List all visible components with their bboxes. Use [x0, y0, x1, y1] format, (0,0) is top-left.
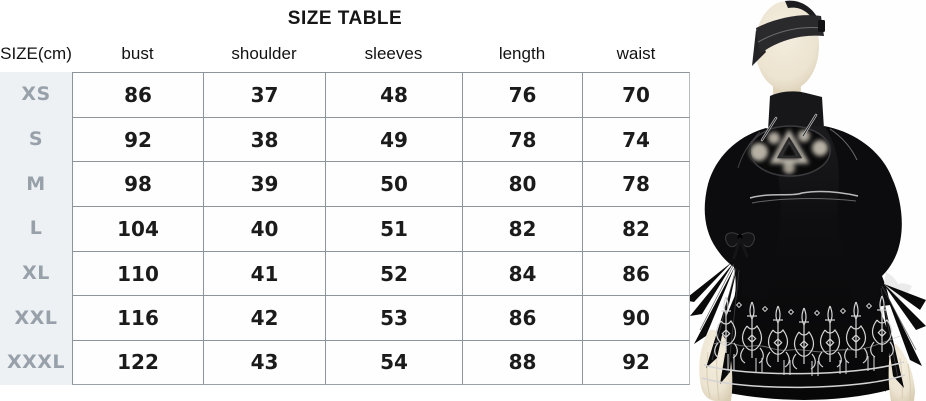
size-value-cell: 104	[72, 206, 203, 251]
table-row: XL 110 41 52 84 86	[0, 250, 690, 296]
column-header-length: length	[498, 44, 546, 63]
size-value-cell: 86	[72, 72, 203, 117]
right-shoulder-stitch	[829, 128, 858, 161]
size-value-cell: 86	[582, 250, 690, 296]
column-header-sleeves: sleeves	[364, 44, 423, 63]
table-header-row: SIZE(cm) bust shoulder sleeves length wa…	[0, 36, 690, 72]
blindfold	[752, 0, 825, 66]
size-value-cell: 76	[462, 72, 582, 117]
column-header-shoulder: shoulder	[231, 44, 297, 63]
feather-cuff-left	[690, 262, 746, 384]
size-value-cell: 82	[582, 206, 690, 251]
size-value-cell: 98	[72, 161, 203, 207]
size-value-cell: 92	[582, 340, 690, 385]
size-value-cell: 38	[203, 116, 325, 162]
size-value-cell: 52	[325, 250, 462, 296]
size-table-section: SIZE TABLE SIZE(cm) bust shoulder sleeve…	[0, 8, 690, 385]
size-value-cell: 116	[72, 295, 203, 341]
visor-strap	[785, 0, 819, 24]
chest-emblem	[749, 125, 831, 177]
size-value-cell: 92	[72, 116, 203, 162]
table-row: XS 86 37 48 76 70	[0, 72, 690, 117]
size-value-cell: 110	[72, 250, 203, 296]
size-value-cell: 82	[462, 206, 582, 251]
column-header-waist: waist	[616, 44, 656, 63]
size-label-cell: M	[0, 161, 72, 207]
size-value-cell: 39	[203, 161, 325, 207]
table-row: M 98 39 50 80 78	[0, 161, 690, 207]
size-value-cell: 74	[582, 116, 690, 162]
right-sleeve	[824, 126, 902, 310]
size-value-cell: 80	[462, 161, 582, 207]
size-value-cell: 41	[203, 250, 325, 296]
size-value-cell: 90	[582, 295, 690, 341]
size-value-cell: 70	[582, 72, 690, 117]
size-value-cell: 43	[203, 340, 325, 385]
dress-collar	[768, 91, 824, 131]
column-header-bust: bust	[121, 44, 154, 63]
size-value-cell: 88	[462, 340, 582, 385]
size-value-cell: 78	[582, 161, 690, 207]
table-row: XXL 116 42 53 86 90	[0, 295, 690, 341]
left-sleeve	[704, 128, 781, 300]
size-label-cell: XXL	[0, 295, 72, 341]
size-value-cell: 42	[203, 295, 325, 341]
size-label-cell: S	[0, 116, 72, 162]
waist-stitch	[749, 190, 859, 204]
hem-stitch-lines	[701, 354, 906, 389]
size-label-cell: XXXL	[0, 340, 72, 385]
size-value-cell: 40	[203, 206, 325, 251]
page-title: SIZE TABLE	[287, 8, 403, 29]
size-value-cell: 86	[462, 295, 582, 341]
left-shoulder-stitch	[737, 131, 761, 169]
size-value-cell: 122	[72, 340, 203, 385]
size-table-body: XS 86 37 48 76 70 S 92 38 49 78 74 M 98 39 50 80 78 L 104 40…	[0, 72, 690, 385]
size-label-cell: XL	[0, 250, 72, 296]
size-value-cell: 50	[325, 161, 462, 207]
size-value-cell: 84	[462, 250, 582, 296]
size-value-cell: 54	[325, 340, 462, 385]
product-photo	[690, 0, 926, 401]
size-value-cell: 51	[325, 206, 462, 251]
wrist-bow	[725, 232, 755, 260]
table-row: L 104 40 51 82 82	[0, 206, 690, 251]
size-value-cell: 53	[325, 295, 462, 341]
size-value-cell: 37	[203, 72, 325, 117]
visor-buckle	[818, 20, 825, 32]
table-row: S 92 38 49 78 74	[0, 116, 690, 162]
size-value-cell: 48	[325, 72, 462, 117]
column-header-size: SIZE(cm)	[0, 44, 72, 63]
size-label-cell: L	[0, 206, 72, 251]
size-value-cell: 49	[325, 116, 462, 162]
dress-photo-illustration	[690, 0, 926, 401]
skirt-embroidery	[713, 295, 901, 370]
size-value-cell: 78	[462, 116, 582, 162]
emblem-straps	[760, 113, 818, 142]
table-row: XXXL 122 43 54 88 92	[0, 340, 690, 385]
size-label-cell: XS	[0, 72, 72, 117]
